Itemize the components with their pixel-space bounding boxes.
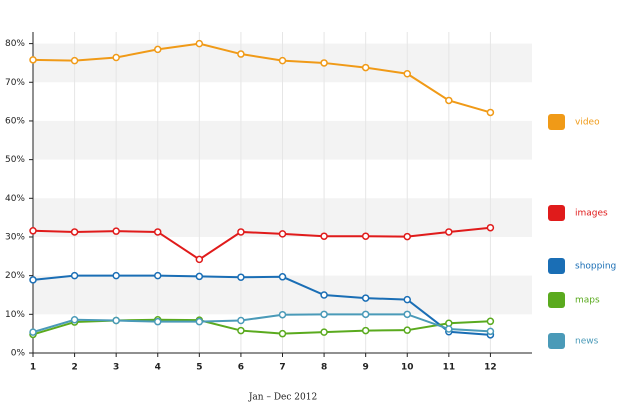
point — [154, 45, 162, 54]
y-tick-label: 50% — [5, 155, 25, 165]
y-tick-label: 30% — [5, 232, 25, 242]
point — [403, 70, 411, 78]
point — [486, 317, 495, 326]
x-tick-label: 6 — [238, 363, 244, 373]
legend-item: shopping — [548, 258, 616, 274]
point — [403, 326, 411, 334]
y-tick-label: 0% — [11, 349, 26, 359]
x-tick-label: 3 — [113, 363, 119, 373]
point — [320, 328, 328, 336]
point — [486, 327, 495, 336]
x-tick-label: 2 — [71, 363, 77, 373]
x-tick-label: 8 — [321, 363, 327, 373]
y-tick-label: 60% — [5, 116, 25, 126]
point — [361, 294, 370, 302]
series-line — [32, 274, 491, 336]
point — [445, 228, 453, 236]
point — [445, 96, 453, 105]
point — [486, 108, 495, 117]
legend-label: video — [575, 118, 600, 128]
point — [70, 228, 79, 236]
point — [278, 310, 287, 319]
point — [237, 228, 245, 236]
y-tick-label: 10% — [5, 310, 25, 320]
legend-label: maps — [575, 296, 600, 306]
x-tick-label: 11 — [443, 363, 456, 373]
point — [403, 310, 411, 319]
point — [320, 59, 328, 67]
point — [320, 291, 328, 299]
point — [154, 317, 162, 326]
point — [486, 223, 495, 232]
point — [154, 228, 162, 236]
point — [320, 310, 328, 319]
point — [237, 50, 245, 58]
point — [195, 272, 204, 281]
point — [29, 56, 37, 64]
x-tick-label: 7 — [279, 363, 285, 373]
legend-icon — [548, 292, 565, 308]
point — [320, 232, 328, 240]
point — [29, 328, 37, 336]
point — [361, 232, 370, 240]
x-tick-label: 9 — [363, 363, 369, 373]
point — [29, 276, 37, 284]
point — [278, 230, 287, 238]
y-tick-label: 80% — [5, 39, 25, 49]
x-tick-label: 12 — [484, 363, 497, 373]
y-tick-label: 40% — [5, 194, 25, 204]
x-tick-label: 1 — [30, 363, 36, 373]
point — [112, 316, 120, 325]
x-tick-label: 5 — [196, 363, 202, 373]
legend-label: news — [575, 337, 599, 347]
legend-label: shopping — [575, 262, 616, 272]
legend-label: images — [575, 209, 608, 219]
point — [361, 310, 370, 319]
series-line — [32, 226, 491, 261]
legend-icon — [548, 258, 565, 274]
point — [361, 63, 370, 72]
point — [403, 232, 411, 241]
point — [70, 56, 79, 65]
y-tick-label: 70% — [5, 78, 25, 88]
point — [237, 326, 245, 335]
legend-item: news — [548, 333, 599, 349]
point — [112, 227, 120, 235]
point — [70, 271, 79, 280]
point — [70, 315, 79, 324]
legend-icon — [548, 205, 565, 221]
legend-item: maps — [548, 292, 600, 308]
point — [112, 271, 120, 280]
point — [403, 295, 411, 304]
x-tick-label: 4 — [155, 363, 161, 373]
point — [278, 273, 287, 281]
series-line — [32, 318, 491, 336]
point — [237, 316, 245, 325]
point — [154, 271, 162, 280]
legend-icon — [548, 114, 565, 130]
point — [195, 39, 204, 48]
point — [278, 329, 287, 338]
point — [445, 325, 453, 333]
point — [237, 273, 245, 281]
legend-item: images — [548, 205, 608, 221]
legend-item: video — [548, 114, 600, 130]
point — [361, 326, 370, 335]
series-line — [32, 313, 491, 334]
legend-icon — [548, 333, 565, 349]
point — [278, 56, 287, 65]
point — [29, 227, 37, 235]
x-tick-label: 10 — [401, 363, 414, 373]
x-axis-label: Jan – Dec 2012 — [248, 393, 317, 403]
series-line — [32, 42, 491, 114]
point — [112, 53, 120, 62]
point — [195, 255, 204, 264]
point — [195, 317, 204, 326]
y-tick-label: 20% — [5, 271, 25, 281]
